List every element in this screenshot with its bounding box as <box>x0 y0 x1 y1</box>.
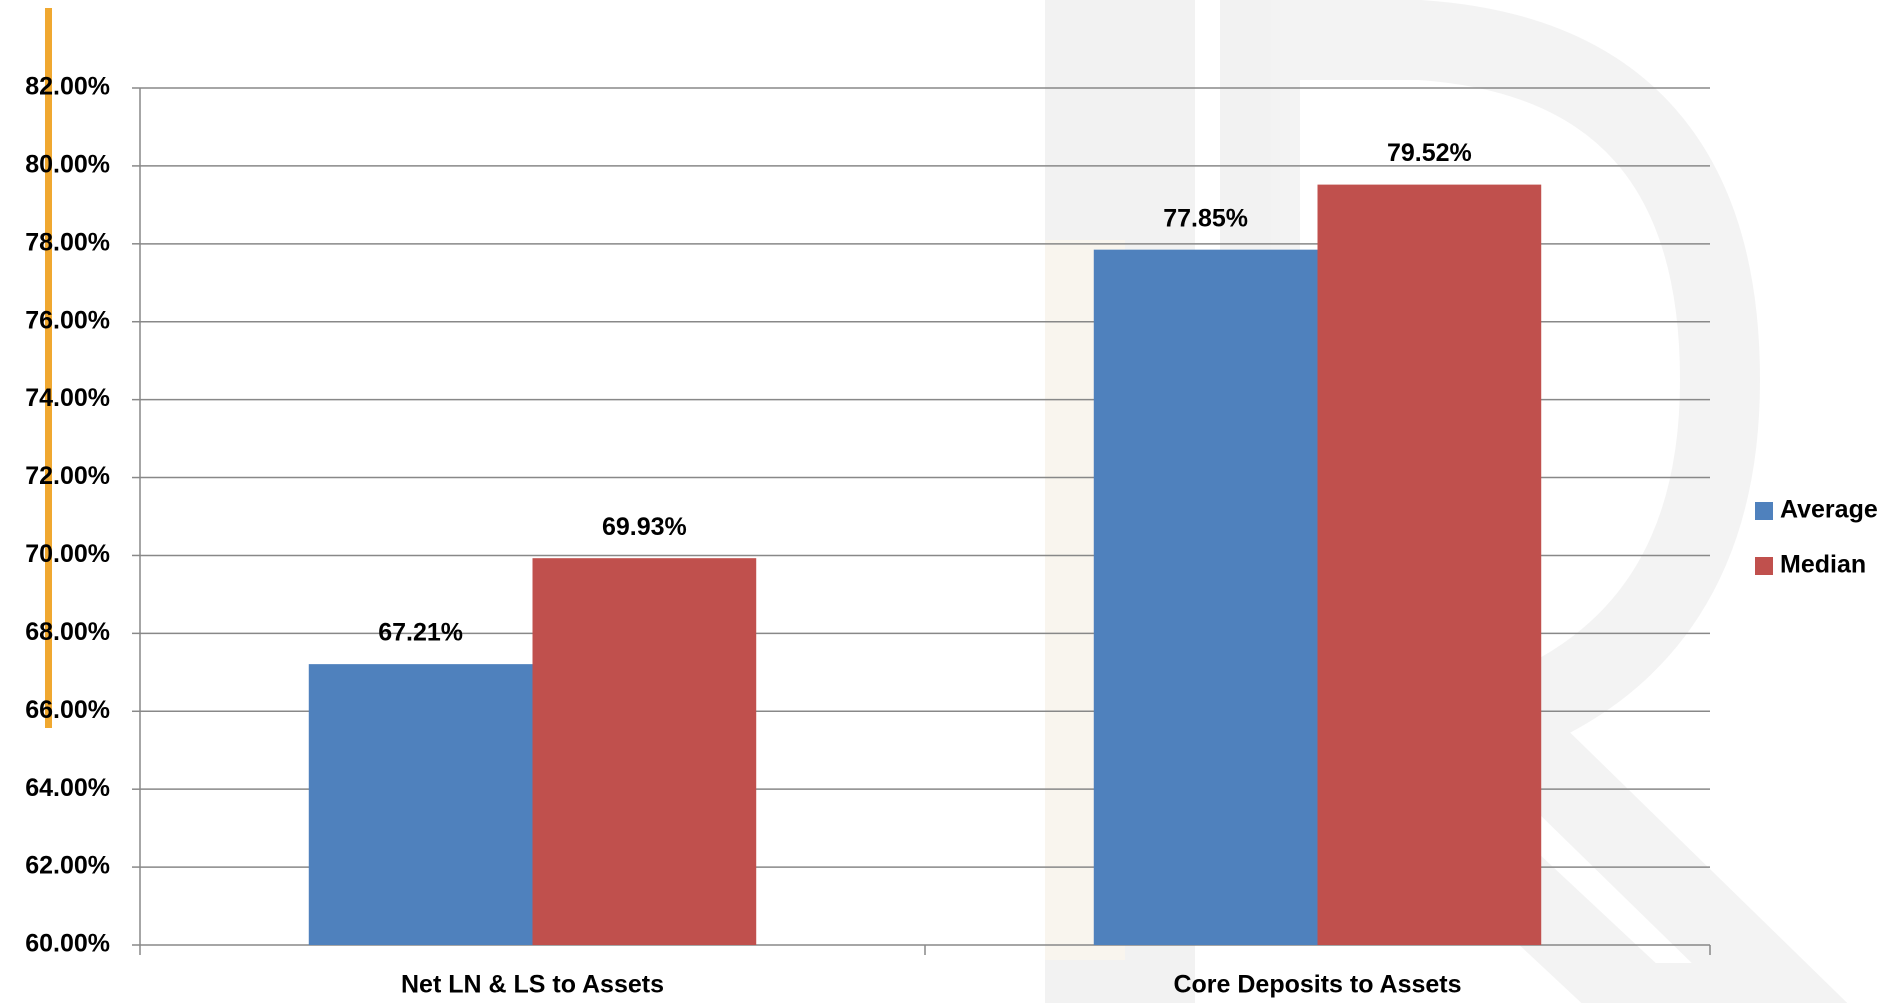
bar <box>1093 249 1318 945</box>
y-tick-label: 62.00% <box>25 852 110 880</box>
legend-swatch <box>1755 502 1773 520</box>
data-label: 69.93% <box>602 513 687 541</box>
y-tick-label: 74.00% <box>25 384 110 412</box>
data-label: 77.85% <box>1163 204 1248 232</box>
y-tick-label: 78.00% <box>25 228 110 256</box>
y-tick-label: 68.00% <box>25 618 110 646</box>
data-label: 79.52% <box>1387 139 1472 167</box>
bar <box>532 558 757 945</box>
x-tick-label: Core Deposits to Assets <box>1173 971 1461 999</box>
bar <box>308 664 533 945</box>
y-tick-label: 60.00% <box>25 930 110 958</box>
y-tick-label: 76.00% <box>25 306 110 334</box>
x-tick-label: Net LN & LS to Assets <box>401 971 664 999</box>
y-tick-label: 72.00% <box>25 462 110 490</box>
y-tick-label: 82.00% <box>25 73 110 101</box>
y-tick-label: 80.00% <box>25 151 110 179</box>
data-label: 67.21% <box>378 619 463 647</box>
legend-label: Average <box>1780 496 1878 524</box>
decor-line <box>45 8 52 728</box>
legend-swatch <box>1755 557 1773 575</box>
y-tick-label: 64.00% <box>25 774 110 802</box>
y-tick-label: 66.00% <box>25 696 110 724</box>
bar <box>1317 184 1542 945</box>
legend-label: Median <box>1780 551 1866 579</box>
y-tick-label: 70.00% <box>25 540 110 568</box>
